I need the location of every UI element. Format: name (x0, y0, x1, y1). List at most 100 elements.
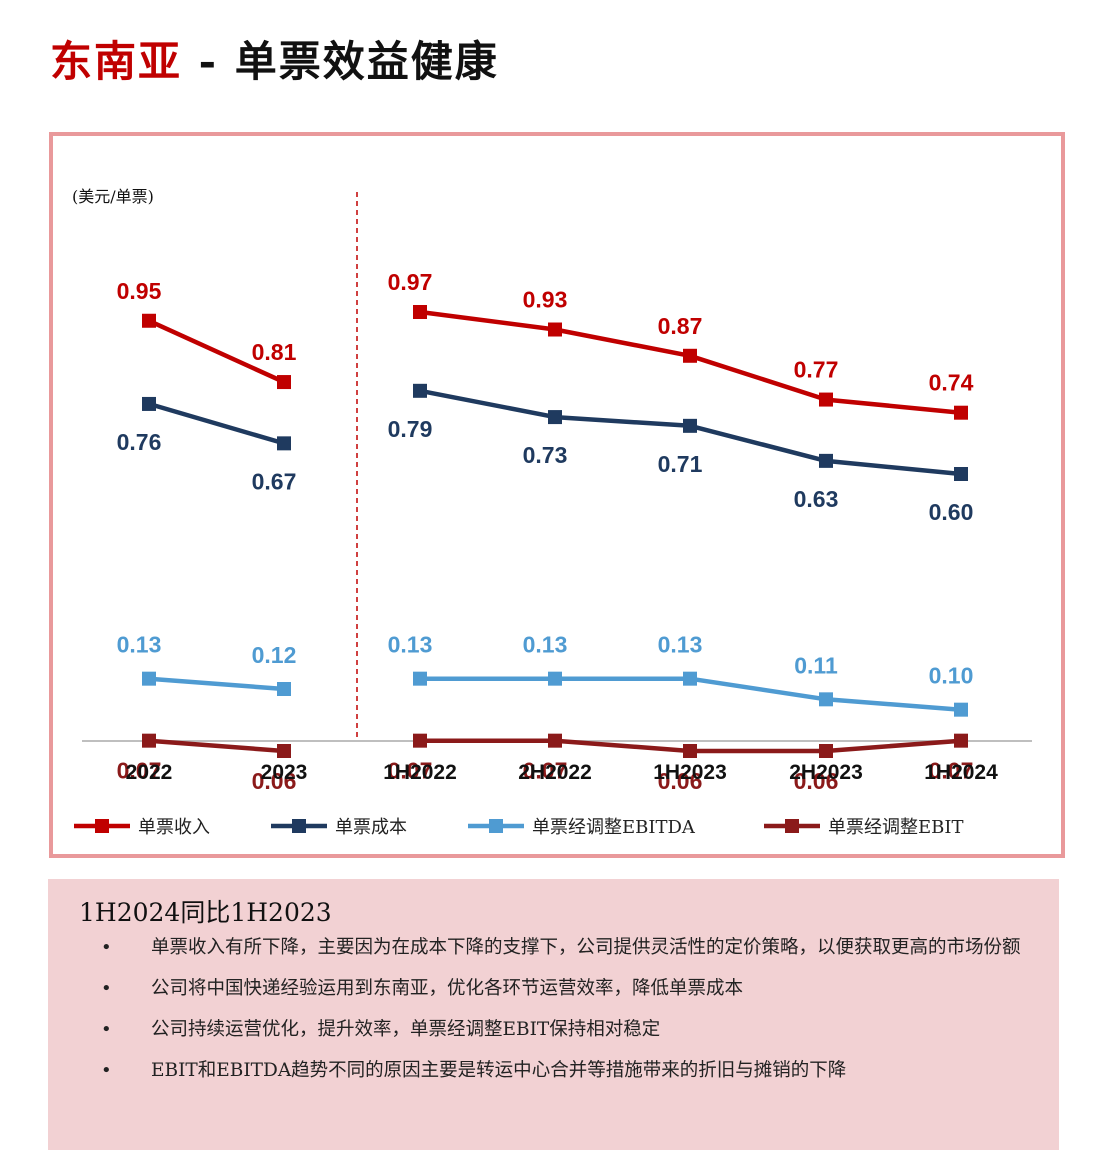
page-title-accent: 东南亚 (50, 37, 183, 86)
ebitda-data-label: 0.11 (794, 652, 838, 678)
summary-bullet-text: 公司将中国快递经验运用到东南亚，优化各环节运营效率，降低单票成本 (151, 978, 744, 999)
legend-item-ebitda: 单票经调整EBITDA (468, 817, 696, 838)
ebit-marker (683, 744, 697, 758)
ebit-marker (277, 744, 291, 758)
summary-bullet-text: 单票收入有所下降，主要因为在成本下降的支撑下，公司提供灵活性的定价策略，以便获取… (151, 937, 1021, 958)
cost-marker (683, 418, 697, 433)
cost-data-label: 0.79 (388, 416, 433, 442)
chart-frame: (美元/单票) 0.95 0.81 0.97 0.93 0.87 0.77 0.74 0.76… (49, 132, 1065, 858)
cost-marker (413, 383, 427, 398)
ebit-marker (413, 733, 427, 748)
ebitda-data-label: 0.13 (388, 632, 433, 658)
legend-label: 单票经调整EBITDA (532, 817, 696, 838)
revenue-marker (548, 322, 562, 337)
x-tick-label: 2022 (126, 761, 173, 784)
x-tick-label: 2H2022 (518, 761, 592, 784)
cost-data-label: 0.73 (523, 442, 568, 468)
cost-data-label: 0.60 (929, 499, 974, 525)
cost-data-label: 0.76 (117, 429, 162, 455)
revenue-data-label: 0.77 (794, 357, 839, 383)
cost-marker (142, 396, 156, 411)
ebit-line-annual (148, 738, 285, 754)
cost-data-label: 0.71 (658, 451, 703, 477)
x-tick-label: 1H2024 (924, 761, 998, 784)
ebitda-marker (683, 671, 697, 686)
legend-swatch-marker (95, 819, 109, 833)
summary-panel: 1H2024同比1H2023 • 单票收入有所下降，主要因为在成本下降的支撑下，公… (48, 879, 1059, 1150)
summary-bullet-text: EBIT和EBITDA趋势不同的原因主要是转运中心合并等措施带来的折旧与摊销的下… (151, 1060, 847, 1081)
page-title: 东南亚 - 单票效益健康 (50, 28, 499, 89)
ebitda-data-label: 0.13 (523, 632, 568, 658)
legend-item-ebit: 单票经调整EBIT (764, 817, 963, 838)
ebitda-data-label: 0.12 (252, 642, 297, 668)
summary-bullet: • 单票收入有所下降，主要因为在成本下降的支撑下，公司提供灵活性的定价策略，以便获… (48, 933, 1059, 962)
ebitda-marker (277, 682, 291, 696)
revenue-marker (142, 313, 156, 328)
bullet-dot: • (101, 1019, 112, 1040)
cost-data-label: 0.67 (252, 468, 297, 494)
ebitda-marker (142, 671, 156, 686)
ebitda-line-annual (148, 676, 285, 692)
revenue-line-annual (148, 318, 285, 385)
legend-label: 单票经调整EBIT (828, 817, 963, 838)
summary-bullets: • 单票收入有所下降，主要因为在成本下降的支撑下，公司提供灵活性的定价策略，以便获… (48, 933, 1059, 1097)
legend-item-cost: 单票成本 (271, 817, 407, 838)
cost-marker (548, 410, 562, 425)
x-tick-label: 2023 (261, 761, 308, 784)
ebit-data-label: 0.06 (658, 768, 703, 794)
summary-bullet: • 公司将中国快递经验运用到东南亚，优化各环节运营效率，降低单票成本 (48, 974, 1059, 1003)
x-tick-label: 1H2023 (653, 761, 727, 784)
ebit-data-label: 0.07 (523, 758, 568, 784)
legend-label: 单票成本 (335, 817, 407, 838)
ebit-data-label: 0.06 (794, 768, 839, 794)
revenue-data-label: 0.87 (658, 313, 703, 339)
revenue-data-label: 0.97 (388, 269, 433, 295)
cost-line-annual (148, 401, 285, 446)
cost-marker (819, 453, 833, 468)
ebit-data-label: 0.07 (117, 758, 162, 784)
legend-swatch-marker (785, 819, 799, 833)
ebitda-marker (548, 671, 562, 686)
ebit-marker (819, 744, 833, 758)
legend-label: 单票收入 (138, 817, 210, 838)
bullet-dot: • (101, 978, 112, 999)
summary-title: 1H2024同比1H2023 (79, 898, 332, 927)
revenue-data-label: 0.93 (523, 287, 568, 313)
page-title-rest: - 单票效益健康 (182, 37, 499, 86)
revenue-data-label: 0.74 (929, 370, 974, 396)
revenue-marker (277, 375, 291, 390)
revenue-marker (954, 405, 968, 420)
revenue-marker (683, 348, 697, 363)
x-tick-label: 1H2022 (383, 761, 457, 784)
legend-swatch-marker (489, 819, 503, 833)
summary-bullet: • 公司持续运营优化，提升效率，单票经调整EBIT保持相对稳定 (48, 1015, 1059, 1044)
summary-bullet-text: 公司持续运营优化，提升效率，单票经调整EBIT保持相对稳定 (151, 1019, 661, 1040)
revenue-data-label: 0.95 (117, 278, 162, 304)
ebitda-data-label: 0.13 (658, 632, 703, 658)
ebit-marker (548, 733, 562, 748)
ebit-marker (142, 733, 156, 748)
line-chart: (美元/单票) 0.95 0.81 0.97 0.93 0.87 0.77 0.74 0.76… (72, 187, 1032, 838)
ebit-data-label: 0.07 (929, 758, 974, 784)
revenue-data-label: 0.81 (252, 339, 297, 365)
revenue-marker (413, 305, 427, 319)
bullet-dot: • (101, 1060, 112, 1081)
unit-label: (美元/单票) (72, 187, 154, 206)
ebitda-marker (819, 692, 833, 707)
ebit-data-label: 0.07 (388, 758, 433, 784)
bullet-dot: • (101, 937, 112, 958)
cost-data-label: 0.63 (794, 486, 839, 512)
summary-bullet: • EBIT和EBITDA趋势不同的原因主要是转运中心合并等措施带来的折旧与摊销的… (48, 1056, 1059, 1085)
legend-swatch-marker (292, 819, 306, 833)
ebitda-data-label: 0.13 (117, 632, 162, 658)
cost-marker (954, 467, 968, 481)
ebit-data-label: 0.06 (252, 768, 297, 794)
ebitda-data-label: 0.10 (929, 663, 974, 689)
x-tick-label: 2H2023 (789, 761, 863, 784)
cost-marker (277, 436, 291, 451)
legend-item-revenue: 单票收入 (74, 817, 210, 838)
ebitda-marker (413, 671, 427, 686)
ebit-marker (954, 733, 968, 748)
ebitda-marker (954, 702, 968, 717)
revenue-marker (819, 392, 833, 407)
